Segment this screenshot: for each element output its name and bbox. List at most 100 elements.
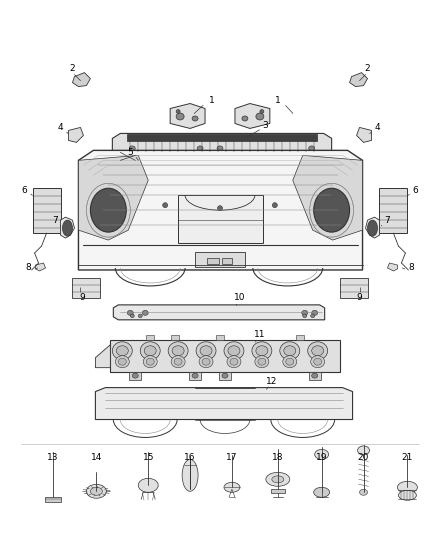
Text: 8: 8	[409, 263, 414, 272]
Bar	[110, 340, 339, 372]
Text: 15: 15	[142, 453, 154, 462]
Ellipse shape	[255, 356, 269, 368]
Text: 16: 16	[184, 453, 196, 462]
Ellipse shape	[172, 346, 184, 356]
Ellipse shape	[168, 342, 188, 360]
Ellipse shape	[224, 342, 244, 360]
Ellipse shape	[143, 356, 157, 368]
Text: 11: 11	[254, 330, 265, 340]
Ellipse shape	[224, 482, 240, 492]
Ellipse shape	[360, 489, 367, 495]
Polygon shape	[357, 127, 371, 142]
Text: 21: 21	[402, 453, 413, 462]
Ellipse shape	[63, 220, 72, 236]
Ellipse shape	[197, 146, 203, 151]
Ellipse shape	[171, 356, 185, 368]
Ellipse shape	[256, 113, 264, 120]
Text: 19: 19	[316, 453, 328, 462]
Ellipse shape	[202, 358, 210, 365]
Bar	[339, 278, 367, 298]
Bar	[195, 252, 245, 267]
Text: 9: 9	[357, 293, 362, 302]
Ellipse shape	[90, 487, 102, 495]
Bar	[219, 372, 231, 379]
Text: 6: 6	[22, 185, 28, 195]
Ellipse shape	[200, 346, 212, 356]
Ellipse shape	[142, 310, 148, 316]
Ellipse shape	[222, 373, 228, 378]
Ellipse shape	[192, 373, 198, 378]
Ellipse shape	[280, 342, 300, 360]
Ellipse shape	[272, 203, 277, 208]
Polygon shape	[205, 154, 215, 161]
Ellipse shape	[117, 346, 128, 356]
Ellipse shape	[312, 373, 318, 378]
Ellipse shape	[258, 358, 266, 365]
Bar	[129, 372, 141, 379]
Ellipse shape	[367, 220, 378, 236]
Polygon shape	[78, 155, 148, 240]
Polygon shape	[78, 150, 363, 270]
Ellipse shape	[227, 356, 241, 368]
Ellipse shape	[112, 342, 132, 360]
Polygon shape	[35, 263, 46, 271]
Text: 4: 4	[374, 123, 380, 132]
Ellipse shape	[314, 188, 350, 232]
Ellipse shape	[90, 188, 126, 232]
Ellipse shape	[286, 358, 294, 365]
Text: 7: 7	[53, 216, 58, 224]
Text: 20: 20	[358, 453, 369, 462]
Ellipse shape	[312, 346, 324, 356]
Polygon shape	[388, 263, 397, 271]
Ellipse shape	[192, 116, 198, 121]
Ellipse shape	[314, 487, 330, 497]
Bar	[296, 335, 304, 340]
Ellipse shape	[314, 358, 321, 365]
Ellipse shape	[138, 314, 142, 318]
Ellipse shape	[397, 481, 417, 493]
Ellipse shape	[311, 356, 325, 368]
Ellipse shape	[242, 116, 248, 121]
Ellipse shape	[182, 459, 198, 491]
Polygon shape	[170, 103, 205, 128]
Ellipse shape	[256, 346, 268, 356]
Ellipse shape	[284, 346, 296, 356]
Text: 13: 13	[47, 453, 58, 462]
Ellipse shape	[115, 356, 129, 368]
Bar	[72, 278, 100, 298]
Text: 18: 18	[272, 453, 283, 462]
Text: 14: 14	[91, 453, 102, 462]
Polygon shape	[366, 217, 379, 238]
Bar	[309, 372, 321, 379]
Ellipse shape	[230, 358, 238, 365]
Ellipse shape	[86, 484, 106, 498]
Ellipse shape	[399, 490, 417, 500]
Ellipse shape	[144, 346, 156, 356]
Bar	[216, 335, 224, 340]
Ellipse shape	[162, 203, 168, 208]
Text: 1: 1	[275, 96, 281, 105]
Ellipse shape	[140, 342, 160, 360]
Polygon shape	[60, 217, 74, 238]
Text: 6: 6	[413, 185, 418, 195]
Ellipse shape	[196, 342, 216, 360]
Ellipse shape	[127, 310, 133, 316]
Text: 3: 3	[262, 121, 268, 130]
Polygon shape	[95, 345, 110, 368]
Bar	[178, 195, 263, 243]
Ellipse shape	[176, 109, 180, 114]
Bar	[222, 258, 232, 264]
Ellipse shape	[176, 113, 184, 120]
Ellipse shape	[260, 109, 264, 114]
Ellipse shape	[217, 146, 223, 151]
Text: 7: 7	[385, 216, 390, 224]
Ellipse shape	[218, 206, 223, 211]
Ellipse shape	[118, 358, 126, 365]
Ellipse shape	[130, 314, 134, 318]
Text: 4: 4	[58, 123, 64, 132]
Ellipse shape	[357, 446, 370, 455]
Text: 1: 1	[209, 96, 215, 105]
Polygon shape	[113, 305, 325, 320]
Bar	[189, 372, 201, 379]
Text: 5: 5	[127, 148, 133, 157]
